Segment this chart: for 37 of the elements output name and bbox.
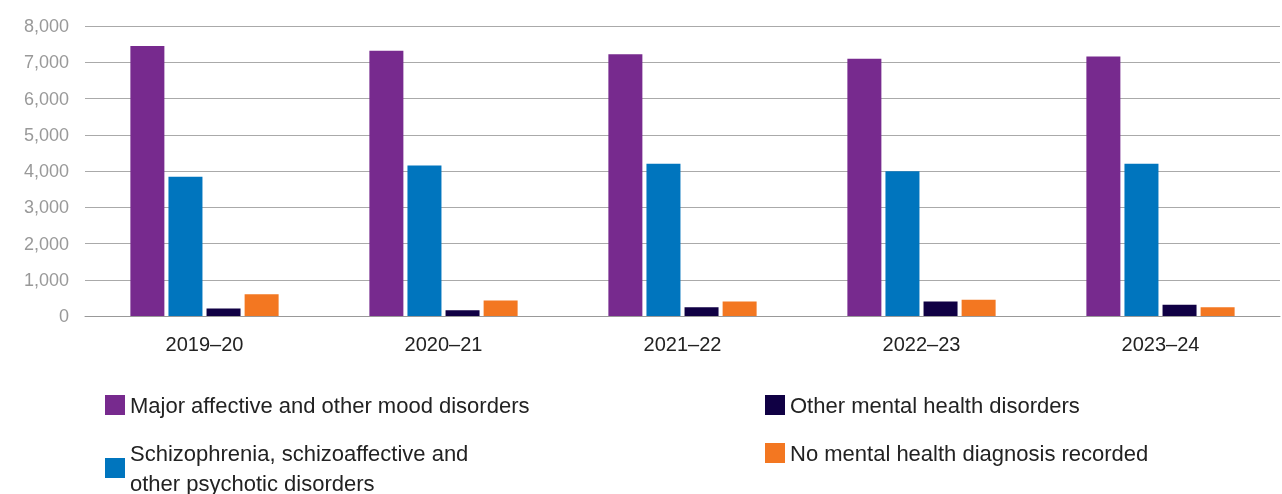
bar	[244, 294, 279, 316]
bar	[885, 171, 920, 316]
bar	[722, 301, 757, 316]
bar	[369, 50, 404, 316]
x-tick-label: 2022–23	[882, 333, 961, 355]
bar	[483, 300, 518, 316]
bar	[847, 58, 882, 316]
y-tick-label: 6,000	[23, 88, 69, 109]
bar	[206, 308, 241, 316]
bar	[130, 45, 165, 316]
legend-label: No mental health diagnosis recorded	[790, 440, 1149, 466]
y-tick-label: 7,000	[23, 52, 69, 73]
bar	[445, 310, 480, 316]
y-tick-label: 3,000	[23, 197, 69, 218]
x-tick-label: 2019–20	[165, 333, 244, 355]
y-tick-label: 5,000	[23, 124, 69, 145]
bar	[608, 54, 643, 316]
y-tick-label: 2,000	[23, 233, 69, 254]
y-tick-label: 0	[58, 306, 69, 326]
bar	[646, 163, 681, 316]
bar	[923, 301, 958, 316]
bar	[168, 176, 203, 316]
bar	[1124, 163, 1159, 316]
bar	[1086, 56, 1121, 316]
bar	[961, 299, 996, 316]
y-tick-label: 1,000	[23, 269, 69, 290]
x-tick-label: 2021–22	[643, 333, 722, 355]
legend-label: Other mental health disorders	[790, 392, 1080, 418]
y-tick-label: 4,000	[23, 161, 69, 181]
x-tick-label: 2023–24	[1121, 333, 1200, 355]
bar	[1200, 307, 1235, 316]
x-tick-label: 2020–21	[404, 333, 483, 355]
bar	[684, 307, 719, 316]
legend-label: Major affective and other mood disorders	[130, 392, 530, 418]
bar	[1162, 304, 1197, 316]
y-tick-label: 8,000	[23, 16, 69, 36]
bar	[407, 165, 442, 316]
